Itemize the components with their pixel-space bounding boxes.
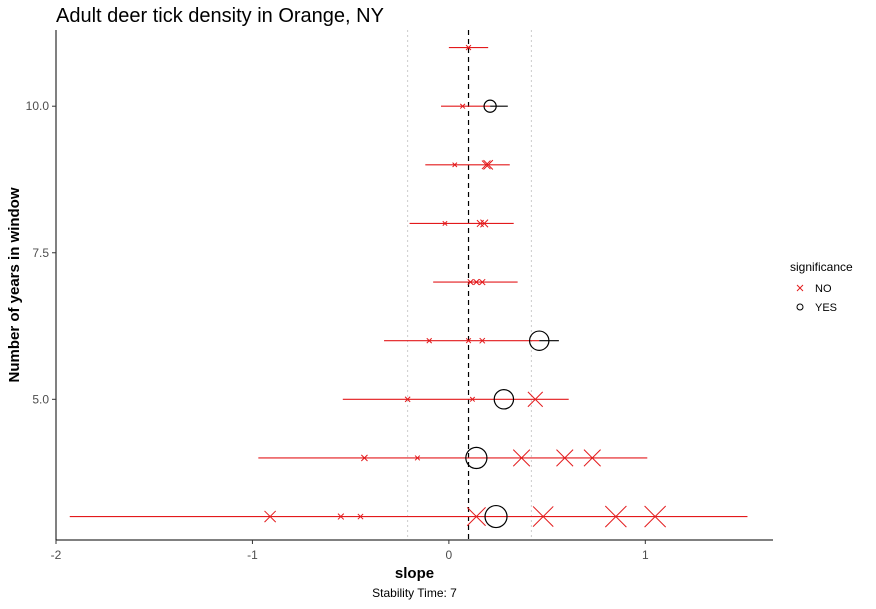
data-point-no	[480, 219, 489, 228]
data-point-no	[556, 449, 574, 467]
chart-caption: Stability Time: 7	[372, 586, 457, 600]
data-point-no	[360, 454, 368, 462]
data-point-no	[466, 506, 486, 527]
data-point-no	[337, 513, 345, 520]
legend-label-no: NO	[815, 283, 832, 295]
y-tick-label: 10.0	[26, 99, 50, 113]
data-point-no	[479, 337, 486, 344]
x-axis-ticks: -2 -1 0 1	[51, 540, 649, 562]
legend-title: significance	[790, 260, 853, 274]
data-point-no	[483, 159, 494, 170]
data-point-yes	[493, 389, 515, 410]
data-point-no	[583, 449, 601, 467]
data-point-yes	[484, 504, 508, 529]
data-point-no	[473, 278, 480, 286]
legend-item-no: NO	[796, 283, 832, 295]
data-point-no	[459, 103, 466, 109]
data-point-no	[465, 337, 472, 344]
data-point-no	[452, 162, 458, 168]
chart-title: Adult deer tick density in Orange, NY	[56, 5, 384, 27]
data-point-no	[527, 391, 544, 408]
y-axis-label: Number of years in window	[6, 187, 23, 382]
data-point-no	[467, 278, 474, 286]
y-tick-label: 5.0	[32, 392, 49, 406]
data-point-no	[264, 510, 277, 523]
data-point-yes	[528, 330, 550, 351]
data-point-no	[469, 396, 476, 402]
data-point-no	[512, 449, 531, 467]
data-point-no	[465, 44, 472, 51]
data-point-no	[414, 455, 421, 461]
y-tick-label: 7.5	[32, 246, 49, 260]
x-axis-label: slope	[395, 565, 434, 582]
y-axis-ticks: 5.0 7.5 10.0	[26, 99, 56, 406]
data-point-no	[357, 513, 364, 520]
data-point-no	[426, 337, 433, 344]
legend-label-yes: YES	[815, 302, 837, 314]
data-point-no	[404, 396, 411, 403]
data-point-no	[532, 506, 554, 528]
x-tick-label: 0	[446, 548, 453, 562]
plot-area	[69, 30, 748, 540]
data-point-no	[481, 160, 491, 170]
legend-marker-circle	[796, 303, 804, 311]
x-tick-label: 1	[642, 548, 649, 562]
legend: significance NO YES	[790, 260, 853, 314]
data-point-yes	[465, 446, 488, 470]
data-point-no	[604, 505, 627, 528]
data-point-no	[644, 505, 667, 528]
legend-marker-x	[796, 284, 804, 292]
data-point-no	[479, 278, 486, 286]
x-tick-label: -1	[247, 548, 258, 562]
x-tick-label: -2	[51, 548, 62, 562]
data-point-no	[442, 220, 448, 226]
data-point-yes	[483, 99, 497, 113]
legend-item-yes: YES	[796, 302, 837, 314]
